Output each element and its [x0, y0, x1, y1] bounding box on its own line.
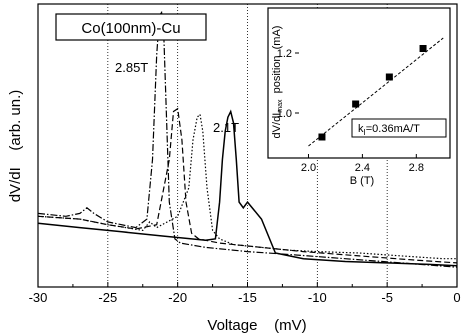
x-tick-label: -25: [98, 290, 117, 305]
inset-y-label: dV/dImax position (mA): [271, 26, 284, 139]
inset-data-point: [385, 73, 393, 81]
series-line-dashed: [37, 107, 458, 264]
inset-fit-line: [308, 37, 444, 147]
series-line-solid: [37, 109, 458, 267]
series-line-dotted: [37, 113, 457, 260]
annotation-2-85T: 2.85T: [115, 60, 148, 75]
inset-y-tick-label: 1.2: [277, 48, 292, 60]
x-tick-label: -10: [308, 290, 327, 305]
title-box: [55, 13, 207, 41]
x-tick-label: 0: [453, 290, 460, 305]
inset-x-tick-label: 2.8: [409, 162, 424, 174]
x-axis-label: Voltage (mV): [207, 317, 306, 334]
x-tick-label: -15: [238, 290, 257, 305]
inset-fit-line-path: [308, 37, 444, 147]
x-tick-label: -5: [381, 290, 393, 305]
inset-ticks: 2.0 2.4 2.8 1.0 1.2: [277, 48, 424, 174]
title-box-text: Co(100nm)-Cu: [81, 20, 180, 37]
inset-legend-box: [351, 118, 447, 138]
inset-data-point: [318, 133, 326, 141]
inset-data-point: [352, 100, 360, 108]
x-tick-label: -20: [168, 290, 187, 305]
annotation-2-1T: 2.1T: [213, 120, 239, 135]
main-series: [37, 10, 458, 268]
inset-x-label: B (T): [350, 175, 374, 187]
inset-data-point: [419, 45, 427, 52]
inset-x-tick-label: 2.4: [355, 162, 370, 174]
inset-x-tick-label: 2.0: [301, 162, 316, 174]
main-x-ticks: -30 -25 -20 -15 -10 -5 0: [29, 282, 461, 305]
inset-points: [318, 45, 427, 141]
x-tick-label: -30: [29, 290, 48, 305]
y-axis-label: dV/dI (arb. un.): [7, 90, 24, 203]
inset-legend-text: kI=0.36mA/T: [358, 123, 420, 137]
inset-y-tick-label: 1.0: [277, 108, 292, 120]
series-line-dash-dot: [37, 10, 458, 268]
